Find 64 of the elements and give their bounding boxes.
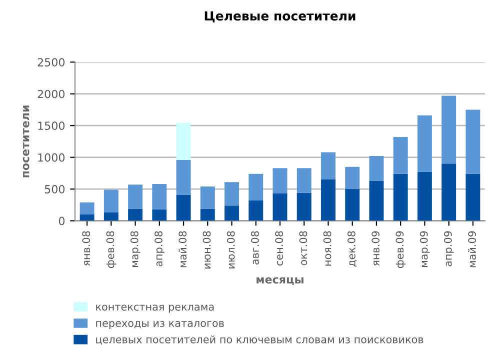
y-tick-label: 0 xyxy=(58,216,65,226)
bar xyxy=(104,212,118,221)
x-tick-label: май.09 xyxy=(468,231,476,268)
bar xyxy=(393,174,408,221)
bar xyxy=(272,194,288,221)
bar xyxy=(272,168,288,194)
x-tick-label: апр.08 xyxy=(154,231,164,266)
bar xyxy=(200,186,215,209)
y-tick-label: 1000 xyxy=(38,153,65,162)
y-tick-label: 2500 xyxy=(38,58,65,66)
y-tick-label: 500 xyxy=(44,185,65,194)
x-tick-label: фев.09 xyxy=(396,231,406,268)
bar xyxy=(321,180,336,221)
y-tick-label: 1500 xyxy=(38,122,65,130)
x-tick-label: апр.09 xyxy=(444,231,454,266)
x-tick-label: фев.08 xyxy=(106,231,116,268)
bar xyxy=(466,174,480,221)
y-axis-title: посетители xyxy=(22,106,30,178)
x-axis-title: месяцы xyxy=(256,277,304,285)
bar xyxy=(369,156,384,181)
x-tick-label: дек.08 xyxy=(347,231,357,266)
bar xyxy=(369,180,384,221)
bar xyxy=(176,194,191,221)
legend-label: контекстная реклама xyxy=(96,304,214,313)
bar xyxy=(152,184,167,210)
bar xyxy=(296,168,312,193)
bar xyxy=(80,202,94,214)
x-tick-label: авг.08 xyxy=(251,231,259,264)
x-tick-label: окт.08 xyxy=(299,231,308,266)
legend-label: переходы из каталогов xyxy=(96,321,224,330)
bar xyxy=(345,166,360,190)
bar xyxy=(296,192,312,221)
bar xyxy=(393,137,408,174)
x-tick-label: мар.09 xyxy=(420,231,430,267)
bar xyxy=(466,110,480,174)
bar xyxy=(200,208,215,221)
x-tick-label: июл.08 xyxy=(226,231,235,268)
bar xyxy=(442,164,456,221)
x-tick-label: янв.08 xyxy=(82,231,90,266)
x-tick-label: июн.08 xyxy=(202,231,211,268)
bar xyxy=(104,190,118,213)
bar xyxy=(321,152,336,180)
x-tick-label: янв.09 xyxy=(372,231,380,266)
bar xyxy=(128,208,143,221)
bar xyxy=(128,184,143,209)
y-tick-label: 2000 xyxy=(38,90,65,98)
x-tick-label: мар.08 xyxy=(130,231,140,267)
bar xyxy=(417,172,432,221)
legend-label: целевых посетителей по ключевым словам из поисковиков xyxy=(96,335,424,345)
bar xyxy=(248,200,264,221)
bar xyxy=(176,123,191,160)
bar xyxy=(417,115,432,172)
bar xyxy=(345,189,360,221)
chart-title: Целевые посетители xyxy=(204,11,356,22)
bar xyxy=(442,96,456,164)
bar xyxy=(176,160,191,195)
x-tick-label: сен.08 xyxy=(275,231,284,266)
bar xyxy=(224,206,239,221)
bar xyxy=(80,214,94,221)
x-tick-label: май.08 xyxy=(178,231,187,268)
bar xyxy=(152,209,167,221)
bar xyxy=(224,182,239,206)
x-tick-label: ноя.08 xyxy=(323,231,332,266)
bar xyxy=(248,174,264,200)
